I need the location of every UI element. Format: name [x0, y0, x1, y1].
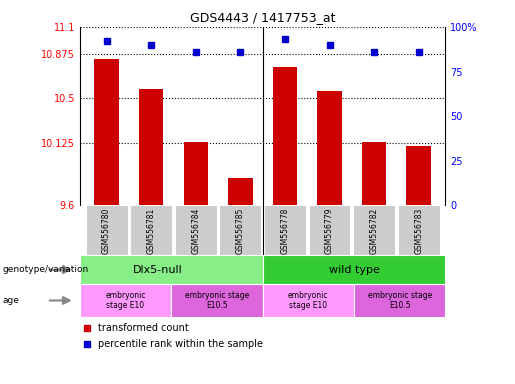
Bar — [228, 178, 253, 205]
Bar — [264, 205, 306, 255]
Text: GSM556781: GSM556781 — [147, 207, 156, 253]
Bar — [80, 255, 263, 284]
Text: transformed count: transformed count — [98, 323, 189, 333]
Text: GSM556783: GSM556783 — [414, 207, 423, 253]
Bar — [171, 284, 263, 317]
Text: GSM556780: GSM556780 — [102, 207, 111, 253]
Bar — [183, 142, 208, 205]
Bar — [219, 205, 261, 255]
Text: GSM556785: GSM556785 — [236, 207, 245, 253]
Text: wild type: wild type — [329, 265, 380, 275]
Text: GSM556778: GSM556778 — [281, 207, 289, 253]
Bar — [406, 146, 431, 205]
Bar — [362, 142, 386, 205]
Bar — [130, 205, 172, 255]
Text: embryonic stage
E10.5: embryonic stage E10.5 — [368, 291, 432, 310]
Bar — [94, 59, 119, 205]
Bar — [139, 89, 163, 205]
Text: genotype/variation: genotype/variation — [3, 265, 89, 274]
Text: embryonic
stage E10: embryonic stage E10 — [288, 291, 329, 310]
Text: GSM556782: GSM556782 — [370, 207, 379, 253]
Bar — [353, 205, 395, 255]
Text: age: age — [3, 296, 20, 305]
Text: embryonic
stage E10: embryonic stage E10 — [105, 291, 146, 310]
Text: percentile rank within the sample: percentile rank within the sample — [98, 339, 263, 349]
Bar — [175, 205, 217, 255]
Text: embryonic stage
E10.5: embryonic stage E10.5 — [185, 291, 249, 310]
Text: Dlx5-null: Dlx5-null — [133, 265, 183, 275]
Bar — [263, 255, 445, 284]
Bar — [308, 205, 351, 255]
Bar — [398, 205, 440, 255]
Bar — [80, 284, 171, 317]
Bar — [354, 284, 445, 317]
Text: GSM556784: GSM556784 — [191, 207, 200, 253]
Bar — [272, 67, 297, 205]
Title: GDS4443 / 1417753_at: GDS4443 / 1417753_at — [190, 11, 335, 24]
Bar — [85, 205, 128, 255]
Bar — [263, 284, 354, 317]
Bar — [317, 91, 342, 205]
Text: GSM556779: GSM556779 — [325, 207, 334, 254]
